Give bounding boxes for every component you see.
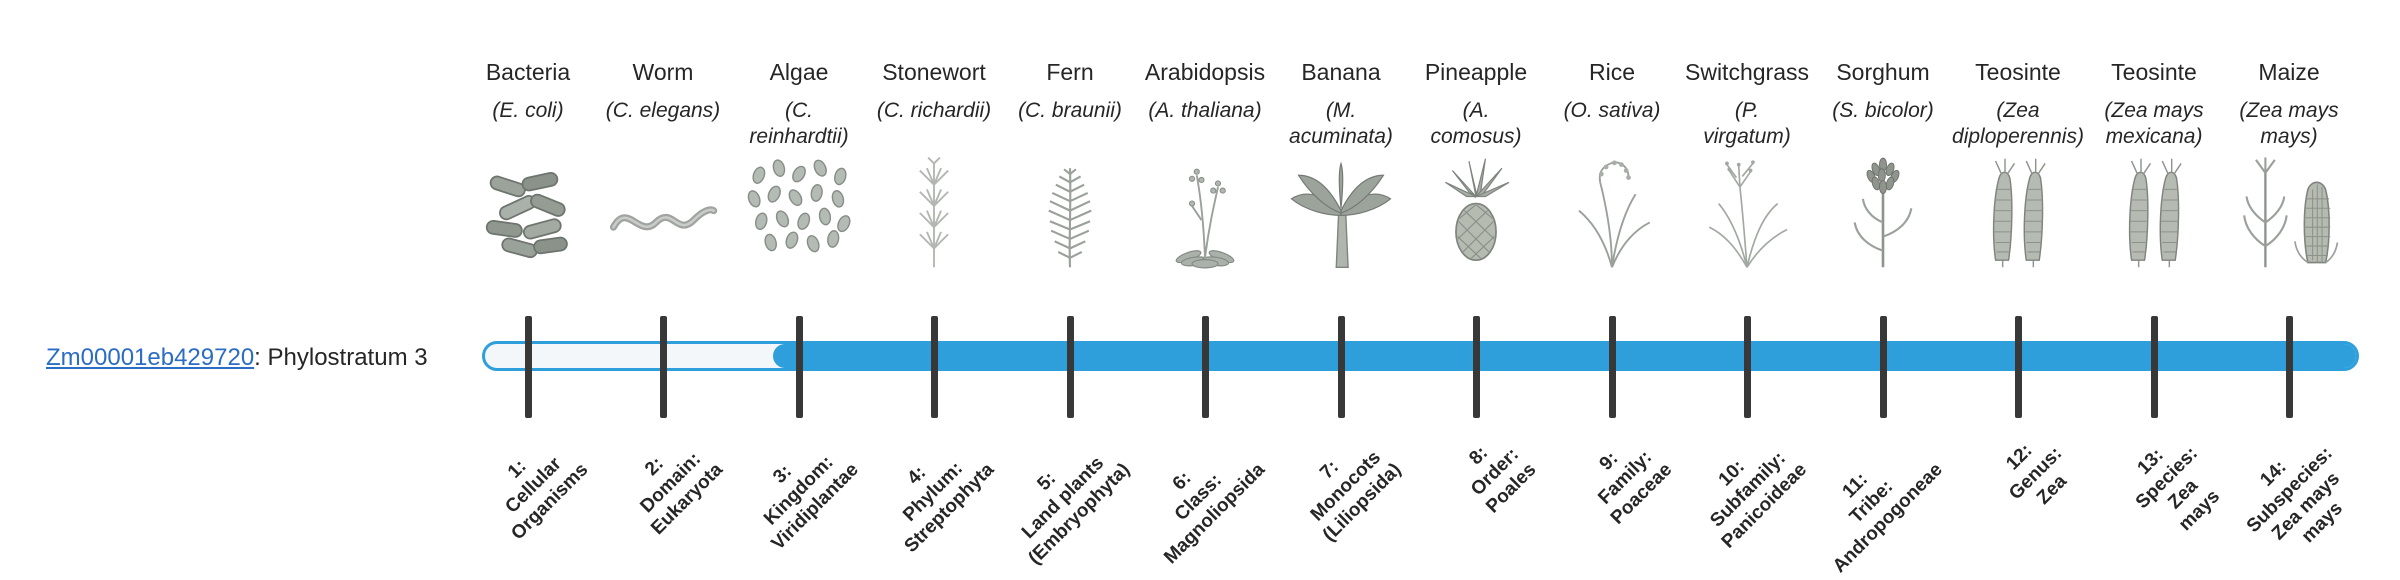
algae-icon — [745, 157, 853, 254]
switchgrass-icon — [1708, 159, 1788, 269]
teosinte-diploperennis-icon — [1992, 158, 2046, 268]
sorghum-icon — [1853, 156, 1913, 269]
organism-column: Banana (M. acuminata) — [1266, 58, 1416, 277]
organism-common-name: Banana — [1301, 59, 1381, 85]
organism-latin-name: (C. elegans) — [605, 99, 721, 122]
stratum-label: 9: Family: Poaceae — [1594, 446, 1677, 529]
organism-latin-name: (C. reinhardtii) — [749, 99, 849, 148]
rice-icon — [1578, 159, 1651, 269]
organism-common-name: Stonewort — [882, 59, 986, 85]
organism-common-name: Fern — [1046, 59, 1094, 85]
organism-latin-name: (O. sativa) — [1563, 99, 1661, 122]
stratum-label: 11: Tribe: Andropogoneae — [1829, 459, 1948, 578]
organism-common-name: Teosinte — [1975, 59, 2061, 85]
stratum-tick-3 — [796, 316, 803, 418]
phylostratum-text: : Phylostratum 3 — [254, 344, 428, 371]
stratum-tick-9 — [1609, 316, 1616, 418]
stratum-tick-12 — [2015, 316, 2022, 418]
stratum-label: 3: Kingdom: Viridiplantae — [760, 451, 864, 555]
phylostratum-bar-fill — [773, 344, 2356, 368]
organism-column: Worm (C. elegans) — [588, 58, 738, 277]
organism-common-name: Switchgrass — [1685, 59, 1809, 85]
stonewort-icon — [918, 156, 950, 269]
stratum-label: 8: Order: Poales — [1465, 442, 1541, 518]
organism-latin-name: (P. virgatum) — [1703, 99, 1791, 148]
stratum-tick-1 — [525, 316, 532, 418]
organism-column: Teosinte (Zea diploperennis) — [1943, 58, 2093, 277]
arabidopsis-icon — [1173, 168, 1237, 269]
organism-latin-name: (A. comosus) — [1430, 99, 1522, 148]
stratum-label: 5: Land plants (Embryophyta) — [1017, 452, 1135, 569]
stratum-label: 1: Cellular Organisms — [501, 453, 593, 545]
stratum-tick-5 — [1067, 316, 1074, 418]
organism-column: Switchgrass (P. virgatum) — [1672, 58, 1822, 277]
fern-icon — [1047, 167, 1093, 269]
pineapple-icon — [1417, 154, 1535, 272]
organism-common-name: Algae — [769, 59, 829, 85]
organism-column: Stonewort (C. richardii) — [859, 58, 1009, 277]
stratum-tick-4 — [931, 316, 938, 418]
organism-common-name: Worm — [632, 59, 694, 85]
organism-latin-name: (M. acuminata) — [1289, 99, 1393, 148]
teosinte-mexicana-icon — [2128, 158, 2182, 268]
organism-column: Teosinte (Zea mays mexicana) — [2079, 58, 2229, 277]
organism-common-name: Teosinte — [2111, 59, 2197, 85]
organism-column: Sorghum (S. bicolor) — [1808, 58, 1958, 277]
organism-column: Algae (C. reinhardtii) — [724, 58, 874, 277]
stratum-tick-8 — [1473, 316, 1480, 418]
organism-latin-name: (Zea diploperennis) — [1952, 99, 2084, 148]
stratum-label: 6: Class: Magnoliopsida — [1160, 459, 1270, 569]
stratum-tick-7 — [1338, 316, 1345, 418]
organism-latin-name: (A. thaliana) — [1148, 99, 1262, 122]
maize-icon — [2242, 156, 2339, 269]
organism-latin-name: (Zea mays mays) — [2239, 99, 2339, 148]
stratum-label: 4: Phylum: Streptophyta — [899, 457, 999, 557]
organism-latin-name: (S. bicolor) — [1832, 99, 1934, 122]
organism-column: Arabidopsis (A. thaliana) — [1130, 58, 1280, 277]
gene-link[interactable]: Zm00001eb429720 — [46, 344, 255, 371]
organism-common-name: Rice — [1588, 59, 1635, 85]
organism-latin-name: (Zea mays mexicana) — [2104, 99, 2204, 148]
bacteria-icon — [485, 170, 569, 260]
stratum-tick-6 — [1202, 316, 1209, 418]
stratum-label: 13: Species: Zea mays — [2131, 442, 2224, 536]
phylostratum-bar-track — [482, 341, 2359, 371]
organism-common-name: Maize — [2258, 59, 2320, 85]
organism-column: Bacteria (E. coli) — [453, 58, 603, 277]
organism-column: Rice (O. sativa) — [1537, 58, 1687, 277]
stratum-label: 7: Monocots (Liliopsida) — [1306, 447, 1406, 546]
gene-label: Zm00001eb429720: Phylostratum 3 — [46, 344, 428, 372]
organism-latin-name: (E. coli) — [492, 99, 564, 122]
stratum-tick-2 — [660, 316, 667, 418]
stratum-label: 14: Subspecies: Zea mays mays — [2242, 442, 2347, 548]
organism-common-name: Bacteria — [485, 59, 571, 85]
organism-common-name: Arabidopsis — [1144, 59, 1266, 85]
stratum-tick-11 — [1880, 316, 1887, 418]
organism-column: Fern (C. braunii) — [995, 58, 1145, 277]
organism-latin-name: (C. richardii) — [876, 99, 992, 122]
worm-icon — [604, 154, 722, 272]
organism-common-name: Sorghum — [1836, 59, 1930, 85]
organism-latin-name: (C. braunii) — [1018, 99, 1122, 122]
stratum-tick-10 — [1744, 316, 1751, 418]
organism-common-name: Pineapple — [1424, 59, 1528, 85]
stratum-tick-13 — [2151, 316, 2158, 418]
organism-column: Maize (Zea mays mays) — [2214, 58, 2364, 277]
stratum-label: 2: Domain: Eukaryota — [636, 448, 728, 540]
organism-column: Pineapple (A. comosus) — [1401, 58, 1551, 277]
banana-icon — [1290, 162, 1392, 268]
stratum-label: 12: Genus: Zea — [2001, 440, 2071, 509]
stratum-tick-14 — [2286, 316, 2293, 418]
stratum-label: 10: Subfamily: Panicoideae — [1706, 447, 1812, 553]
